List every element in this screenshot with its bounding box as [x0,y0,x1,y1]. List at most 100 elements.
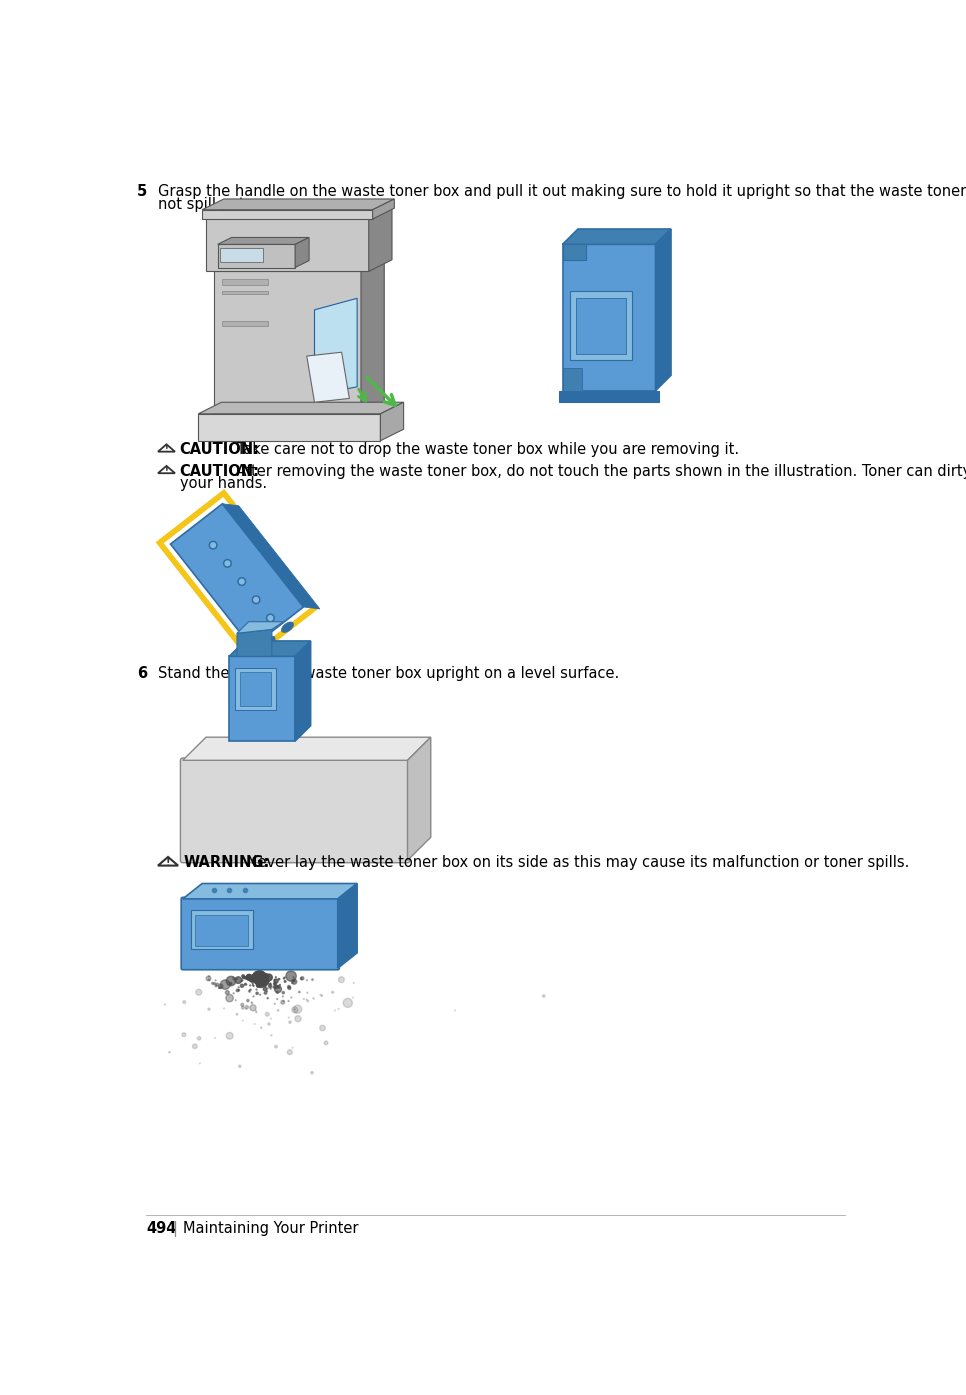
Text: 5: 5 [137,184,147,199]
FancyBboxPatch shape [241,672,271,706]
Text: Never lay the waste toner box on its side as this may cause its malfunction or t: Never lay the waste toner box on its sid… [242,855,910,870]
Polygon shape [229,640,311,657]
Circle shape [312,979,313,981]
Circle shape [267,982,269,985]
Polygon shape [183,737,431,760]
Circle shape [257,981,259,983]
Circle shape [295,1016,301,1021]
Polygon shape [222,504,320,610]
Circle shape [183,1000,185,1003]
Circle shape [212,982,213,985]
Circle shape [294,1004,301,1013]
Circle shape [261,978,266,982]
Circle shape [263,978,267,982]
Circle shape [220,979,230,989]
Circle shape [266,979,269,982]
Circle shape [277,1010,279,1011]
FancyBboxPatch shape [220,248,263,262]
FancyBboxPatch shape [221,290,268,294]
Circle shape [255,971,266,981]
Text: 494: 494 [146,1221,177,1236]
Circle shape [226,1032,233,1039]
Circle shape [257,975,261,979]
Circle shape [293,979,295,982]
Circle shape [196,989,202,995]
Circle shape [307,1000,308,1002]
Polygon shape [562,244,585,259]
Polygon shape [338,883,357,968]
Circle shape [281,1000,285,1004]
Text: After removing the waste toner box, do not touch the parts shown in the illustra: After removing the waste toner box, do n… [233,465,966,478]
Circle shape [343,999,353,1007]
Circle shape [103,1006,109,1011]
Circle shape [292,1007,298,1013]
Circle shape [252,971,266,983]
Circle shape [206,976,211,981]
Circle shape [208,1009,210,1010]
FancyBboxPatch shape [195,915,248,946]
Circle shape [218,983,223,989]
Circle shape [242,975,244,978]
Circle shape [273,982,276,985]
Circle shape [244,978,246,979]
Circle shape [311,1071,313,1074]
Polygon shape [562,368,582,391]
FancyBboxPatch shape [221,279,268,285]
Circle shape [266,974,272,981]
Circle shape [219,986,221,989]
Polygon shape [213,259,384,272]
Circle shape [261,975,266,979]
Circle shape [274,1045,277,1048]
Circle shape [256,978,266,988]
Circle shape [255,975,259,979]
Circle shape [254,597,259,603]
Circle shape [230,982,232,985]
Polygon shape [237,622,283,633]
Polygon shape [206,218,369,272]
Polygon shape [183,883,357,898]
Circle shape [321,995,323,996]
Ellipse shape [281,622,294,632]
Circle shape [284,981,286,982]
Circle shape [236,1013,238,1016]
Circle shape [257,972,264,979]
Circle shape [274,986,281,993]
Polygon shape [373,199,394,219]
Polygon shape [381,402,404,441]
Circle shape [260,975,262,976]
Circle shape [268,1023,270,1025]
Circle shape [267,614,274,622]
Text: your hands.: your hands. [180,476,267,491]
Circle shape [239,1066,241,1067]
Circle shape [169,1052,170,1053]
Circle shape [259,975,262,978]
Circle shape [211,543,215,547]
Circle shape [249,976,254,982]
Circle shape [266,1013,270,1016]
Circle shape [245,1006,248,1009]
Circle shape [338,976,344,982]
Circle shape [246,999,249,1002]
FancyBboxPatch shape [570,290,633,360]
Polygon shape [213,272,361,425]
FancyBboxPatch shape [182,897,339,970]
Circle shape [192,1043,197,1049]
Circle shape [274,979,278,983]
Text: WARNING:: WARNING: [184,855,270,870]
Polygon shape [296,237,309,268]
Circle shape [252,596,260,604]
Circle shape [216,983,218,986]
Circle shape [260,978,262,979]
Circle shape [254,978,256,979]
Text: not spill out.: not spill out. [158,197,249,212]
Circle shape [258,985,261,986]
Polygon shape [198,414,381,441]
Polygon shape [217,244,296,268]
Circle shape [257,975,268,986]
Text: Maintaining Your Printer: Maintaining Your Printer [183,1221,358,1236]
Circle shape [237,989,239,992]
Circle shape [278,978,280,979]
Circle shape [265,992,267,995]
Text: Stand the removed waste toner box upright on a level surface.: Stand the removed waste toner box uprigh… [158,665,619,681]
Circle shape [292,979,297,985]
